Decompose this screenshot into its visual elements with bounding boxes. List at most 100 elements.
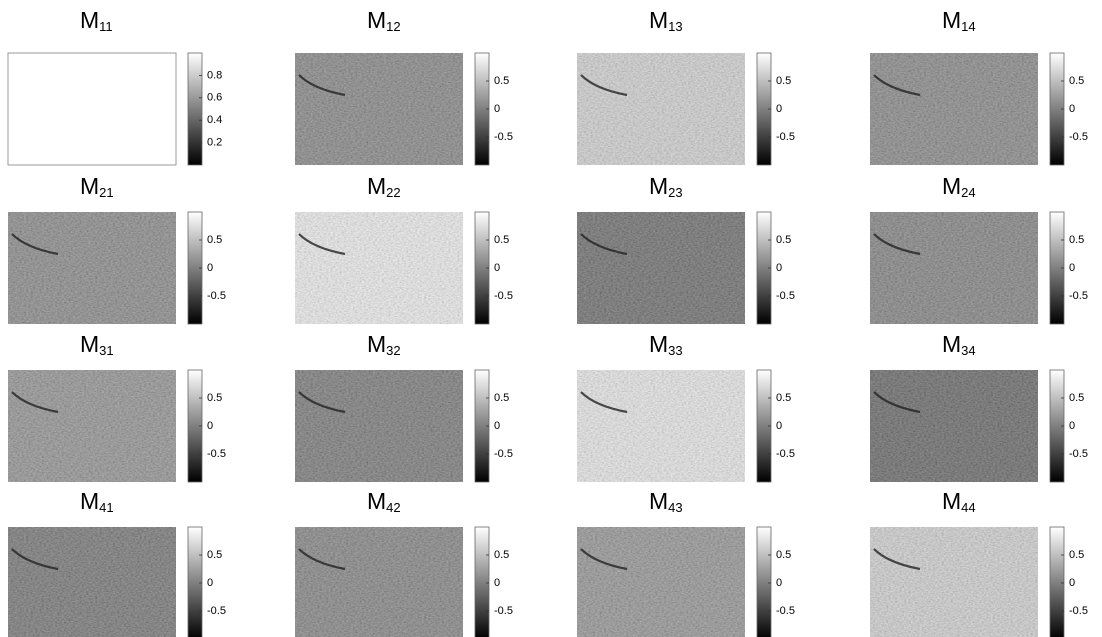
title-main: M	[367, 7, 386, 33]
image-texture	[8, 370, 176, 482]
title-main: M	[80, 488, 99, 514]
title-main: M	[80, 173, 99, 199]
colorbar-tick-label: -0.5	[1069, 290, 1088, 302]
panel: M310.50-0.5	[8, 331, 226, 482]
title-subscript: 42	[386, 500, 400, 515]
colorbar-tick-label: 0.5	[494, 234, 509, 246]
panel-title: M31	[80, 331, 114, 358]
title-subscript: 21	[99, 185, 113, 200]
colorbar-tick-label: -0.5	[207, 605, 226, 617]
colorbar-tick-label: 0	[1069, 577, 1075, 589]
image-texture	[870, 370, 1038, 482]
panel-title: M24	[942, 173, 976, 200]
panel-title: M41	[80, 488, 114, 515]
image-texture	[8, 527, 176, 637]
colorbar-tick-label: 0.5	[1069, 392, 1084, 404]
colorbar-tick-label: 0.5	[776, 549, 791, 561]
image-texture	[8, 212, 176, 324]
colorbar-tick-label: 0.5	[776, 234, 791, 246]
title-main: M	[649, 7, 668, 33]
colorbar-tick-label: -0.5	[776, 448, 795, 460]
title-subscript: 34	[961, 343, 975, 358]
title-subscript: 22	[386, 185, 400, 200]
colorbar-tick-label: 0.5	[494, 392, 509, 404]
panel: M120.50-0.5	[295, 7, 513, 165]
colorbar-tick-label: 0.5	[776, 392, 791, 404]
colorbar-tick-label: 0	[776, 103, 782, 115]
image-texture	[577, 212, 745, 324]
colorbar-tick-label: -0.5	[494, 131, 513, 143]
panel-title: M21	[80, 173, 114, 200]
colorbar	[757, 527, 771, 637]
title-main: M	[80, 7, 99, 33]
colorbar-tick-label: -0.5	[494, 605, 513, 617]
colorbar-tick-label: -0.5	[1069, 448, 1088, 460]
panel-title: M23	[649, 173, 683, 200]
image-texture	[577, 370, 745, 482]
title-subscript: 31	[99, 343, 113, 358]
colorbar-tick-label: -0.5	[776, 605, 795, 617]
colorbar-tick-label: -0.5	[1069, 605, 1088, 617]
image-texture	[577, 53, 745, 165]
colorbar-tick-label: 0	[494, 103, 500, 115]
colorbar-tick-label: 0.5	[207, 234, 222, 246]
image-texture	[295, 370, 463, 482]
panel: M43 0.5 0 -0.5	[577, 488, 795, 637]
colorbar-tick-label: 0.5	[494, 549, 509, 561]
figure: M110.80.60.40.2M120.50-0.5M130.50-0.5M14…	[0, 0, 1102, 637]
colorbar	[1050, 527, 1064, 637]
panel-title: M44	[942, 488, 976, 515]
image-texture	[295, 212, 463, 324]
colorbar-tick-label: 0	[207, 262, 213, 274]
colorbar-tick-label: 0.5	[1069, 234, 1084, 246]
colorbar-tick-label: 0	[207, 577, 213, 589]
image-texture	[577, 527, 745, 637]
panel-title: M42	[367, 488, 401, 515]
panel: M44 0.5 0 -0.5	[870, 488, 1088, 637]
title-subscript: 32	[386, 343, 400, 358]
colorbar-tick-label: 0.5	[207, 392, 222, 404]
title-main: M	[367, 331, 386, 357]
image-texture	[870, 212, 1038, 324]
title-subscript: 14	[961, 19, 975, 34]
panel: M13 0.5 0 -0.5	[577, 7, 795, 165]
colorbar-tick-label: 0	[1069, 262, 1075, 274]
title-main: M	[367, 173, 386, 199]
colorbar-tick-label: 0	[494, 262, 500, 274]
colorbar	[475, 527, 489, 637]
image	[8, 53, 176, 165]
panel: M420.50-0.5	[295, 488, 513, 637]
colorbar-tick-label: 0.5	[1069, 549, 1084, 561]
colorbar-tick-label: -0.5	[207, 290, 226, 302]
panel-title: M22	[367, 173, 401, 200]
image-texture	[870, 527, 1038, 637]
colorbar-tick-label: -0.5	[494, 290, 513, 302]
colorbar	[188, 527, 202, 637]
panel-title: M11	[80, 7, 113, 34]
colorbar-tick-label: 0	[776, 577, 782, 589]
colorbar-tick-label: 0.5	[776, 75, 791, 87]
title-subscript: 33	[668, 343, 682, 358]
colorbar-tick-label: 0.5	[494, 75, 509, 87]
colorbar-tick-label: 0.4	[207, 114, 222, 126]
title-main: M	[367, 488, 386, 514]
panel-title: M34	[942, 331, 976, 358]
title-main: M	[649, 331, 668, 357]
title-main: M	[942, 173, 961, 199]
colorbar-tick-label: -0.5	[776, 131, 795, 143]
panel: M330.50-0.5	[577, 331, 795, 482]
title-subscript: 24	[961, 185, 975, 200]
title-subscript: 13	[668, 19, 682, 34]
title-subscript: 11	[99, 19, 113, 34]
colorbar-tick-label: 0.6	[207, 92, 222, 104]
image-texture	[870, 53, 1038, 165]
image-texture	[295, 53, 463, 165]
title-main: M	[942, 7, 961, 33]
title-main: M	[649, 488, 668, 514]
panel-title: M43	[649, 488, 683, 515]
